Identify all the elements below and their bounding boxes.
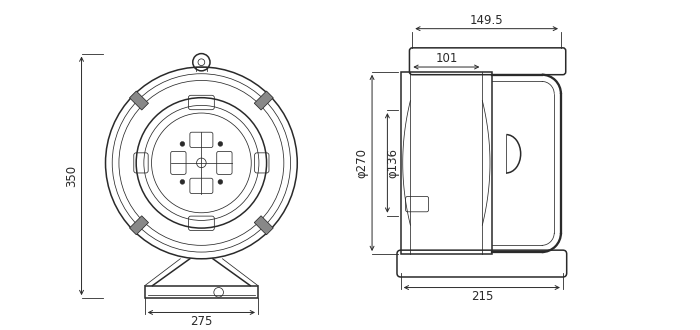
Text: 275: 275 bbox=[190, 314, 213, 328]
Bar bbox=[130, 91, 148, 110]
Text: φ136: φ136 bbox=[386, 148, 400, 178]
Circle shape bbox=[218, 142, 223, 146]
Text: 101: 101 bbox=[435, 52, 458, 65]
Text: 215: 215 bbox=[470, 290, 493, 303]
Bar bbox=[145, 286, 258, 298]
Text: φ270: φ270 bbox=[355, 148, 368, 178]
Circle shape bbox=[180, 142, 185, 146]
Bar bbox=[254, 91, 273, 110]
Circle shape bbox=[218, 180, 223, 184]
Bar bbox=[130, 216, 148, 235]
Text: 350: 350 bbox=[65, 165, 78, 187]
Bar bbox=[401, 72, 492, 254]
Bar bbox=[254, 216, 273, 235]
Circle shape bbox=[180, 180, 185, 184]
Text: 149.5: 149.5 bbox=[470, 15, 503, 27]
